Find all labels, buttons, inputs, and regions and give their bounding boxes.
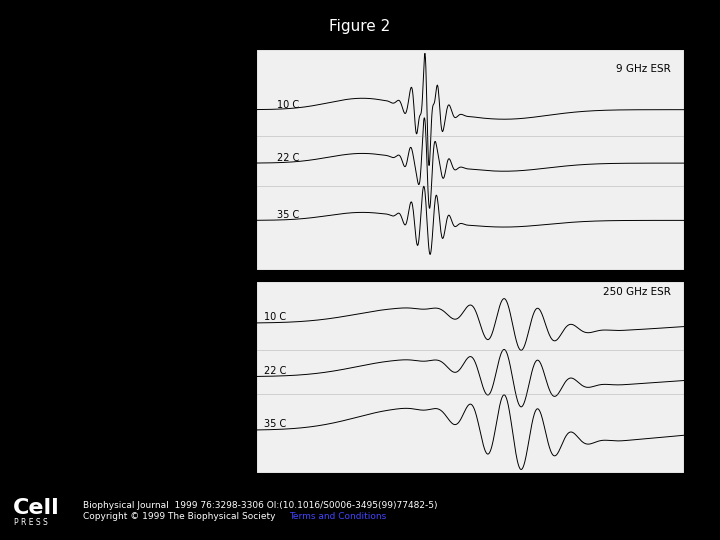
Text: B: B: [228, 256, 245, 274]
Text: P R E S S: P R E S S: [14, 518, 48, 528]
Text: Biophysical Journal  1999 76:3298-3306 OI:(10.1016/S0006-3495(99)77482-5): Biophysical Journal 1999 76:3298-3306 OI…: [83, 501, 437, 510]
X-axis label: Field (kG): Field (kG): [444, 497, 496, 507]
Text: Cell: Cell: [13, 498, 60, 518]
Text: 10 C: 10 C: [277, 100, 299, 110]
Text: 10 C: 10 C: [264, 312, 287, 322]
Text: Figure 2: Figure 2: [329, 19, 391, 34]
Text: A: A: [228, 21, 243, 39]
Text: 9 GHz ESR: 9 GHz ESR: [616, 64, 671, 74]
Text: 250 GHz ESR: 250 GHz ESR: [603, 287, 671, 296]
Text: Terms and Conditions: Terms and Conditions: [289, 512, 386, 521]
Text: 22 C: 22 C: [264, 366, 287, 376]
Text: 35 C: 35 C: [264, 420, 287, 429]
X-axis label: Field (G): Field (G): [446, 295, 493, 305]
Text: 22 C: 22 C: [277, 153, 300, 163]
Text: Copyright © 1999 The Biophysical Society: Copyright © 1999 The Biophysical Society: [83, 512, 278, 521]
Text: 35 C: 35 C: [277, 211, 300, 220]
